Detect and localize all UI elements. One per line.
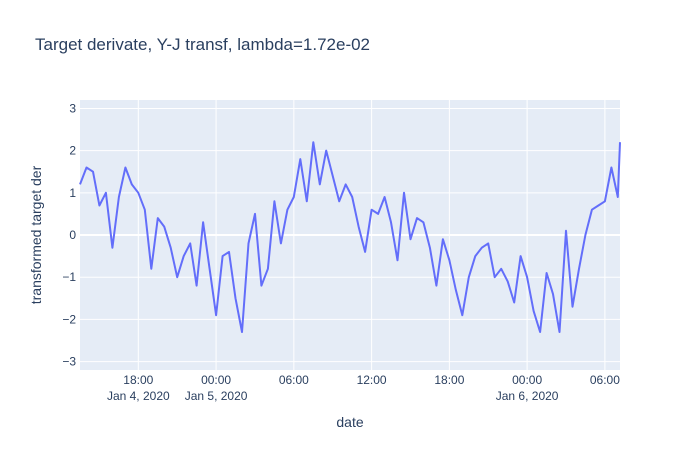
x-axis-label: date xyxy=(336,414,363,430)
x-tick-label: 18:00 xyxy=(123,373,153,387)
x-tick-label: 06:00 xyxy=(590,373,620,387)
y-tick-label: 1 xyxy=(69,186,76,200)
y-axis-label: transformed target der xyxy=(28,165,44,304)
y-tick-label: −3 xyxy=(62,355,76,369)
x-tick-label: 18:00 xyxy=(434,373,464,387)
series-line[interactable] xyxy=(79,141,621,333)
y-axis-ticks: −3 −2 −1 0 1 2 3 xyxy=(62,101,76,368)
y-tick-label: 2 xyxy=(69,144,76,158)
x-tick-label: 00:00 xyxy=(201,373,231,387)
x-tick-date-label: Jan 5, 2020 xyxy=(185,389,248,403)
x-tick-label: 12:00 xyxy=(357,373,387,387)
y-tick-label: 3 xyxy=(69,101,76,115)
x-tick-label: 00:00 xyxy=(512,373,542,387)
gridlines xyxy=(80,100,620,370)
x-axis-ticks: 18:00 Jan 4, 2020 00:00 Jan 5, 2020 06:00 12:… xyxy=(107,373,620,403)
x-tick-date-label: Jan 6, 2020 xyxy=(496,389,559,403)
y-tick-label: −2 xyxy=(62,312,76,326)
y-tick-label: 0 xyxy=(69,228,76,242)
x-tick-label: 06:00 xyxy=(279,373,309,387)
x-tick-date-label: Jan 4, 2020 xyxy=(107,389,170,403)
y-tick-label: −1 xyxy=(62,270,76,284)
chart-title: Target derivate, Y-J transf, lambda=1.72… xyxy=(35,35,370,54)
